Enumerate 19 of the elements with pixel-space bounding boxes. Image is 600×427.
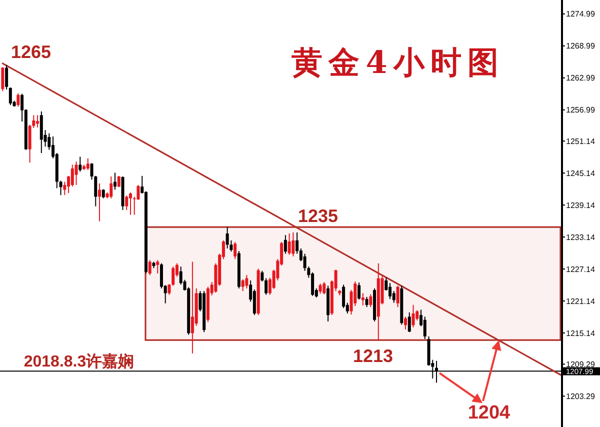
y-tick-label: 1239.14: [566, 200, 595, 210]
annotation: 1265: [10, 42, 52, 62]
y-tick-label: 1215.14: [566, 328, 595, 338]
annotation: 1235: [298, 206, 338, 226]
y-tick-label: 1268.99: [566, 42, 595, 51]
annotation: 2018.8.3许嘉娴: [24, 354, 134, 370]
y-tick-label: 1251.14: [566, 136, 595, 146]
annotation: 1213: [352, 346, 394, 366]
y-tick-label: 1256.99: [566, 106, 595, 115]
title: 黄金4小时图: [292, 45, 504, 81]
y-tick-label: 1233.14: [566, 232, 595, 242]
y-tick-label: 1203.29: [566, 392, 595, 401]
y-tick-label: 1209.29: [566, 360, 595, 369]
y-tick-label: 1221.14: [566, 296, 595, 306]
y-tick-label: 1274.99: [566, 10, 595, 19]
annotation: 1204: [468, 402, 510, 424]
y-tick-label: 1262.99: [566, 74, 595, 83]
y-tick-label: 1245.14: [566, 168, 595, 178]
y-tick-label: 1227.14: [566, 264, 595, 274]
